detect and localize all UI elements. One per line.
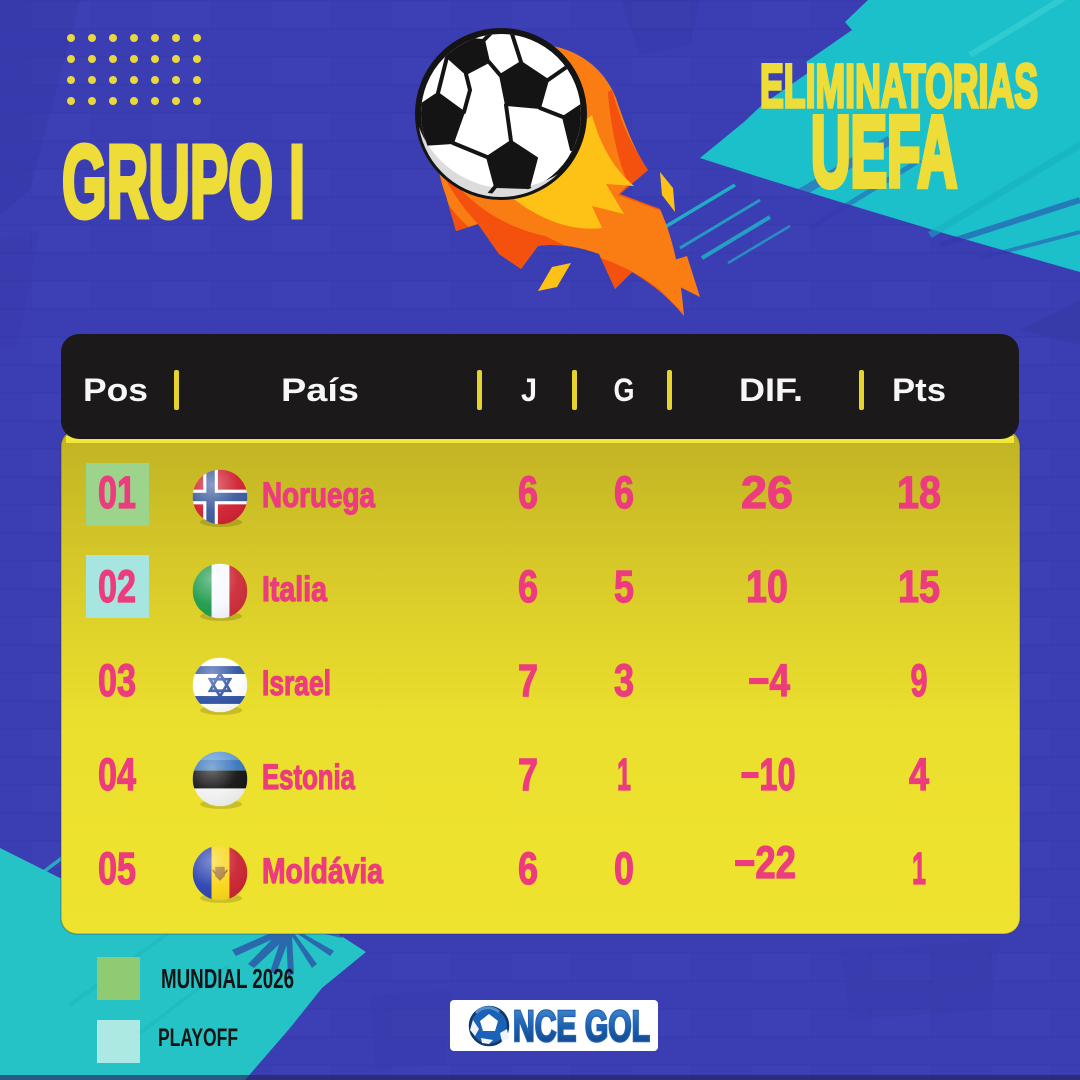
svg-text:05: 05	[98, 843, 136, 894]
svg-text:−10: −10	[741, 749, 796, 800]
svg-text:10: 10	[746, 561, 788, 612]
svg-text:5: 5	[614, 561, 634, 612]
svg-text:6: 6	[614, 467, 634, 518]
svg-text:1: 1	[912, 843, 926, 894]
svg-text:País: País	[281, 372, 359, 408]
svg-text:1: 1	[617, 749, 631, 800]
svg-text:7: 7	[518, 749, 538, 800]
svg-text:Israel: Israel	[262, 664, 331, 703]
svg-text:−22: −22	[734, 837, 796, 888]
svg-text:MUNDIAL 2026: MUNDIAL 2026	[161, 963, 294, 994]
svg-text:−4: −4	[748, 655, 790, 706]
svg-text:ELIMINATORIAS: ELIMINATORIAS	[760, 52, 1038, 120]
svg-text:UEFA: UEFA	[811, 96, 957, 208]
svg-text:6: 6	[518, 843, 538, 894]
svg-text:02: 02	[98, 561, 136, 612]
svg-text:6: 6	[518, 467, 538, 518]
svg-text:0: 0	[614, 843, 634, 894]
svg-text:J: J	[521, 372, 537, 408]
svg-text:Noruega: Noruega	[262, 476, 375, 515]
svg-text:9: 9	[911, 655, 928, 706]
svg-text:Pos: Pos	[83, 372, 148, 408]
svg-text:01: 01	[98, 467, 136, 518]
svg-text:4: 4	[909, 749, 929, 800]
svg-text:NCE GOL: NCE GOL	[513, 1002, 650, 1051]
svg-text:Estonia: Estonia	[262, 758, 355, 797]
svg-text:6: 6	[518, 561, 538, 612]
svg-text:26: 26	[741, 467, 793, 518]
svg-text:GRUPO I: GRUPO I	[62, 124, 305, 239]
svg-text:7: 7	[518, 655, 538, 706]
svg-text:15: 15	[898, 561, 940, 612]
svg-text:18: 18	[897, 467, 941, 518]
svg-text:G: G	[614, 372, 635, 408]
svg-text:04: 04	[98, 749, 136, 800]
svg-text:3: 3	[614, 655, 634, 706]
svg-text:DIF.: DIF.	[739, 372, 803, 408]
svg-text:Pts: Pts	[892, 372, 946, 408]
svg-text:03: 03	[98, 655, 136, 706]
svg-text:Italia: Italia	[262, 570, 327, 609]
svg-text:PLAYOFF: PLAYOFF	[158, 1024, 238, 1052]
svg-text:Moldávia: Moldávia	[262, 852, 383, 891]
